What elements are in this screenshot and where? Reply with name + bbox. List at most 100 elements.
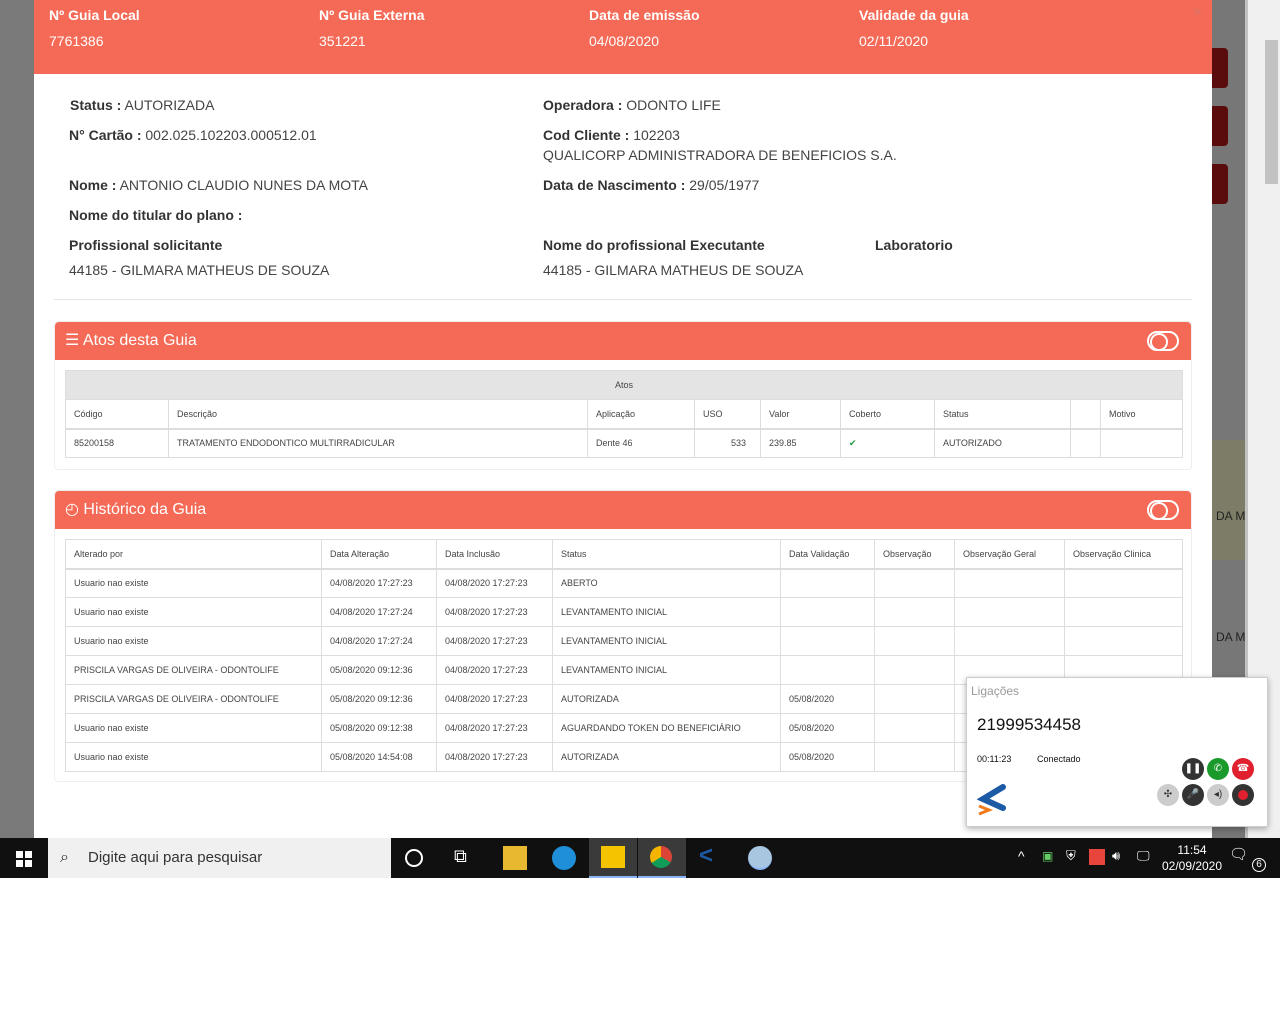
table-cell <box>874 742 955 772</box>
column-header: Aplicação <box>587 399 695 430</box>
column-header <box>1070 399 1101 430</box>
table-cell <box>874 568 955 598</box>
background-text: DA M <box>1216 509 1246 523</box>
table-cell: AGUARDANDO TOKEN DO BENEFICIÁRIO <box>552 713 781 743</box>
solicitante-value: 44185 - GILMARA MATHEUS DE SOUZA <box>69 262 330 278</box>
table-cell <box>780 655 875 685</box>
historico-panel: ◴ Histórico da Guia Alterado por Data Alt… <box>54 490 1192 782</box>
column-header: Observação Geral <box>954 539 1065 570</box>
status-field: Status : AUTORIZADA <box>70 97 215 113</box>
table-cell: 04/08/2020 17:27:23 <box>436 655 553 685</box>
check-icon: ✔ <box>840 428 935 458</box>
scrollbar-thumb[interactable] <box>1265 40 1278 184</box>
empresa-name: QUALICORP ADMINISTRADORA DE BENEFICIOS S… <box>543 147 897 163</box>
table-cell: 04/08/2020 17:27:23 <box>436 713 553 743</box>
transfer-call-icon[interactable]: ✆ <box>1207 758 1229 780</box>
hang-up-icon[interactable]: ☎ <box>1232 758 1254 780</box>
table-cell: 05/08/2020 09:12:36 <box>321 655 437 685</box>
table-cell: 04/08/2020 17:27:23 <box>436 684 553 714</box>
table-cell <box>874 713 955 743</box>
column-header: Observação Clinica <box>1064 539 1183 570</box>
column-header: Data Inclusão <box>436 539 553 570</box>
column-header: Valor <box>760 399 841 430</box>
chrome-tab[interactable] <box>638 838 686 878</box>
call-timer: 00:11:23 <box>977 754 1012 764</box>
notifications-icon[interactable]: 🗨︎ <box>1229 846 1249 863</box>
laboratorio-label: Laboratorio <box>875 237 953 253</box>
table-cell: AUTORIZADA <box>552 742 781 772</box>
column-header: Alterado por <box>65 539 322 570</box>
table-cell <box>954 568 1065 598</box>
search-icon: ⌕ <box>60 849 69 866</box>
softphone-icon[interactable]: < <box>699 842 714 869</box>
windows-start-icon[interactable] <box>16 851 32 867</box>
file-explorer-icon[interactable] <box>503 846 527 870</box>
clock-icon: ◴ <box>65 501 79 518</box>
table-cell: LEVANTAMENTO INICIAL <box>552 626 781 656</box>
anydesk-icon[interactable] <box>1089 849 1105 865</box>
taskbar-search[interactable]: ⌕ Digite aqui para pesquisar <box>48 838 391 878</box>
cell-aplicacao: Dente 46 <box>587 428 695 458</box>
table-cell <box>1064 568 1183 598</box>
background-page: DA M DA M Nº Guia Local 7761386 Nº Guia E… <box>0 0 1280 838</box>
network-icon[interactable]: 🖵 <box>1137 848 1150 863</box>
table-cell <box>780 597 875 627</box>
network-lock-icon[interactable]: ▣ <box>1042 849 1054 863</box>
cell-status: AUTORIZADO <box>934 428 1071 458</box>
modal-header: Nº Guia Local 7761386 Nº Guia Externa 3512… <box>34 0 1212 74</box>
table-cell: Usuario nao existe <box>65 597 322 627</box>
task-view-icon[interactable]: ⧉ <box>454 846 467 866</box>
close-icon[interactable]: × <box>1192 4 1202 21</box>
table-cell: Usuario nao existe <box>65 713 322 743</box>
column-header: Status <box>552 539 781 570</box>
table-cell: Usuario nao existe <box>65 568 322 598</box>
table-cell: 04/08/2020 17:27:24 <box>321 597 437 627</box>
edge-icon[interactable] <box>552 846 576 870</box>
toggle-icon[interactable] <box>1147 331 1179 351</box>
table-cell: Usuario nao existe <box>65 626 322 656</box>
taskbar: ⌕ Digite aqui para pesquisar ⧉ < ^ ▣ ⛨ 🔊︎… <box>0 838 1280 878</box>
validade-guia: Validade da guia 02/11/2020 <box>859 7 969 49</box>
nome-field: Nome : ANTONIO CLAUDIO NUNES DA MOTA <box>69 177 368 193</box>
table-cell: 05/08/2020 14:54:08 <box>321 742 437 772</box>
table-cell: 05/08/2020 <box>780 742 875 772</box>
table-row: Usuario nao existe 04/08/2020 17:27:23 04/… <box>65 568 1183 598</box>
conference-icon[interactable]: ✣ <box>1157 784 1179 806</box>
speaker-icon[interactable]: ◂) <box>1207 784 1229 806</box>
record-icon[interactable] <box>1232 784 1254 806</box>
mute-icon[interactable]: 🎤 <box>1182 784 1204 806</box>
table-cell <box>1064 597 1183 627</box>
atos-group-header: Atos <box>65 370 1183 400</box>
column-header: Código <box>65 399 169 430</box>
column-header: USO <box>694 399 761 430</box>
table-cell: AUTORIZADA <box>552 684 781 714</box>
clock[interactable]: 11:54 02/09/2020 <box>1161 843 1223 873</box>
security-shield-icon[interactable]: ⛨ <box>1066 848 1076 863</box>
guia-externa: Nº Guia Externa 351221 <box>319 7 425 49</box>
notification-count: 6 <box>1252 858 1266 872</box>
table-cell: 04/08/2020 17:27:23 <box>436 597 553 627</box>
volume-icon[interactable]: 🔊︎ <box>1112 848 1121 863</box>
executante-value: 44185 - GILMARA MATHEUS DE SOUZA <box>543 262 804 278</box>
background-button <box>1212 164 1228 204</box>
divider <box>54 299 1192 300</box>
paint-icon[interactable] <box>748 846 772 870</box>
table-cell <box>874 597 955 627</box>
table-cell <box>1064 626 1183 656</box>
cell-descricao: TRATAMENTO ENDODONTICO MULTIRRADICULAR <box>168 428 588 458</box>
chevron-up-icon[interactable]: ^ <box>1018 848 1025 864</box>
toggle-icon[interactable] <box>1147 500 1179 520</box>
cell-valor: 239.85 <box>760 428 841 458</box>
column-header: Status <box>934 399 1071 430</box>
cortana-icon[interactable] <box>405 849 423 867</box>
pause-icon[interactable]: ❚❚ <box>1182 758 1204 780</box>
cell-codigo: 85200158 <box>65 428 169 458</box>
atos-panel-header: ☰ Atos desta Guia <box>55 322 1191 360</box>
atos-table: Atos Código Descrição Aplicação USO Valor Cob… <box>65 370 1183 458</box>
background-panel <box>1212 440 1245 560</box>
table-cell: 05/08/2020 <box>780 713 875 743</box>
sticky-notes-tab[interactable] <box>589 838 637 878</box>
table-cell: PRISCILA VARGAS DE OLIVEIRA - ODONTOLIFE <box>65 684 322 714</box>
dimmed-background-left <box>0 0 34 838</box>
titular-field: Nome do titular do plano : <box>69 207 243 223</box>
